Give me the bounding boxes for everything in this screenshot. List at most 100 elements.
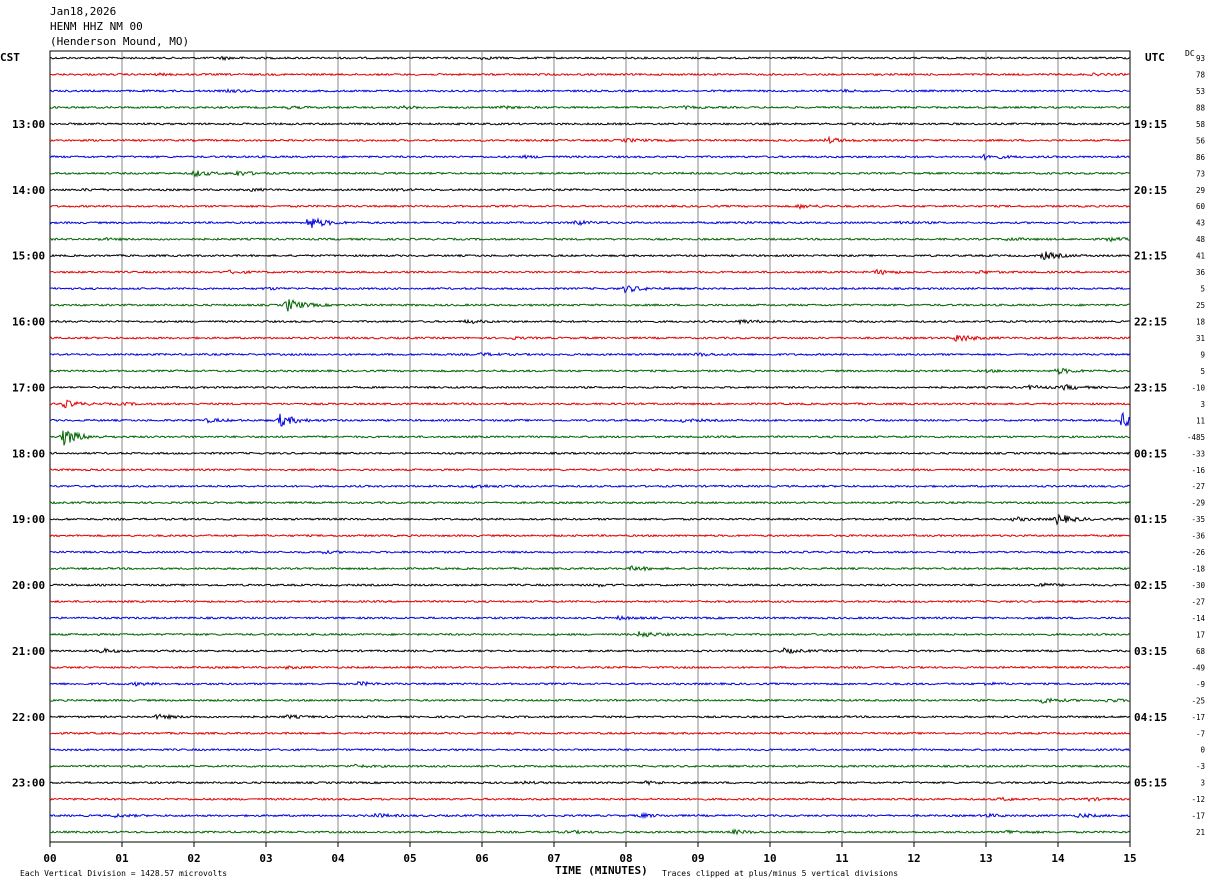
x-tick-label: 04 [331, 852, 345, 865]
left-hour-label: 22:00 [12, 711, 45, 724]
seismic-trace [49, 796, 1131, 803]
seismic-trace [49, 411, 1131, 427]
dc-offset-header: DC [1185, 49, 1195, 58]
dc-offset-label: -33 [1191, 449, 1205, 458]
left-hour-label: 15:00 [12, 250, 45, 263]
chart-date: Jan18,2026 [50, 5, 116, 18]
dc-offset-label: -9 [1196, 680, 1205, 689]
left-hour-label: 20:00 [12, 579, 45, 592]
chart-station: HENM HHZ NM 00 [50, 20, 143, 33]
seismic-trace [49, 614, 1131, 621]
left-hour-label: 19:00 [12, 513, 45, 526]
seismic-trace [49, 55, 1131, 62]
seismic-trace [49, 780, 1131, 786]
plot-frame [49, 50, 1131, 843]
right-hour-label: 02:15 [1134, 579, 1167, 592]
dc-offset-label: 3 [1200, 400, 1205, 409]
seismic-trace [49, 565, 1131, 572]
left-hour-label: 16:00 [12, 316, 45, 329]
x-tick-label: 13 [979, 852, 992, 865]
x-tick-label: 08 [619, 852, 632, 865]
seismic-trace [49, 631, 1131, 638]
seismic-trace [49, 647, 1131, 655]
dc-offset-label: 11 [1196, 416, 1205, 425]
seismic-trace [49, 318, 1131, 326]
dc-offset-label: -26 [1191, 548, 1205, 557]
dc-offset-label: 88 [1196, 103, 1206, 112]
right-hour-label: 04:15 [1134, 711, 1167, 724]
x-tick-label: 14 [1051, 852, 1065, 865]
dc-offset-label: 9 [1200, 350, 1205, 359]
seismic-trace [49, 203, 1131, 210]
seismic-trace [49, 352, 1131, 358]
right-hour-label: 23:15 [1134, 381, 1167, 394]
dc-offset-label: -25 [1191, 696, 1205, 705]
seismic-trace [49, 334, 1131, 343]
seismic-trace [49, 731, 1131, 736]
dc-offset-label: 3 [1200, 779, 1205, 788]
seismic-trace [49, 828, 1131, 836]
seismic-trace [49, 599, 1131, 604]
clip-note: Traces clipped at plus/minus 5 vertical … [662, 869, 898, 878]
dc-offset-label: 56 [1196, 136, 1206, 145]
dc-offset-label: -7 [1196, 729, 1205, 738]
dc-offset-label: 86 [1196, 153, 1206, 162]
right-hour-label: 03:15 [1134, 645, 1167, 658]
dc-offset-label: 17 [1196, 630, 1205, 639]
dc-offset-label: 53 [1196, 87, 1205, 96]
seismic-trace [49, 582, 1131, 588]
seismic-trace [49, 697, 1131, 704]
right-timezone-label: UTC [1145, 51, 1165, 64]
dc-offset-label: 58 [1196, 120, 1206, 129]
seismic-trace [49, 500, 1131, 505]
right-hour-label: 21:15 [1134, 250, 1167, 263]
dc-offset-label: -36 [1191, 532, 1205, 541]
dc-offset-label: -17 [1191, 713, 1205, 722]
dc-offset-label: 21 [1196, 828, 1205, 837]
dc-offset-label: 5 [1200, 285, 1205, 294]
seismic-trace [49, 251, 1131, 261]
left-hour-label: 18:00 [12, 447, 45, 460]
seismic-trace [49, 763, 1131, 769]
x-tick-label: 00 [43, 852, 56, 865]
left-hour-label: 14:00 [12, 184, 45, 197]
dc-offset-label: 29 [1196, 186, 1205, 195]
seismic-trace [49, 513, 1131, 526]
plot-grid [49, 50, 1131, 847]
seismic-trace [49, 104, 1131, 111]
scale-note: Each Vertical Division = 1428.57 microvo… [20, 869, 227, 878]
dc-offset-label: -27 [1191, 482, 1205, 491]
seismic-trace [49, 713, 1131, 721]
dc-offset-label: 68 [1196, 647, 1206, 656]
seismic-trace [49, 533, 1131, 538]
seismic-trace [49, 665, 1131, 670]
x-tick-label: 07 [547, 852, 560, 865]
left-hour-label: 13:00 [12, 118, 45, 131]
dc-offset-label: -14 [1191, 614, 1205, 623]
dc-offset-label: 25 [1196, 301, 1205, 310]
seismic-trace [49, 217, 1131, 229]
seismic-trace [49, 72, 1131, 77]
x-tick-label: 05 [403, 852, 416, 865]
x-tick-label: 09 [691, 852, 704, 865]
left-hour-label: 17:00 [12, 381, 45, 394]
seismic-trace [49, 811, 1131, 820]
dc-offset-label: 31 [1196, 334, 1205, 343]
dc-offset-label: -485 [1187, 433, 1205, 442]
dc-offset-label: 5 [1200, 367, 1205, 376]
right-hour-label: 19:15 [1134, 118, 1167, 131]
right-hour-label: 05:15 [1134, 777, 1167, 790]
left-timezone-label: CST [0, 51, 20, 64]
dc-offset-label: -17 [1191, 812, 1205, 821]
dc-offset-label: 93 [1196, 54, 1205, 63]
seismic-trace [49, 121, 1131, 126]
right-hour-label: 22:15 [1134, 316, 1167, 329]
seismic-trace [49, 467, 1131, 472]
seismic-trace [49, 236, 1131, 243]
seismic-trace [49, 383, 1131, 392]
dc-offset-label: 36 [1196, 268, 1206, 277]
seismic-trace [49, 451, 1131, 456]
seismic-trace [49, 187, 1131, 193]
right-hour-label: 20:15 [1134, 184, 1167, 197]
